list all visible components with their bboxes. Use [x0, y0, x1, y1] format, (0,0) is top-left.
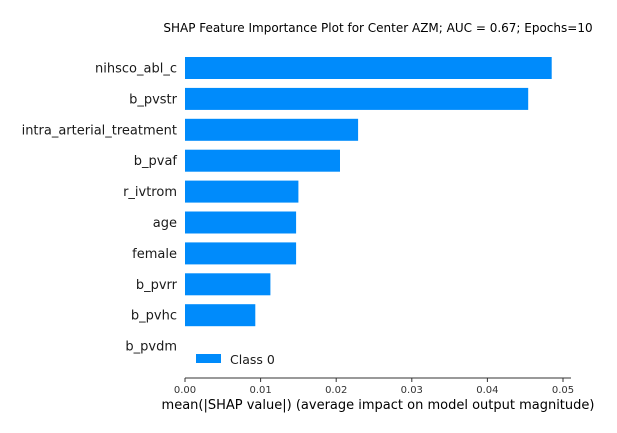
x-axis-label: mean(|SHAP value|) (average impact on mo…: [162, 398, 595, 413]
category-label: intra_arterial_treatment: [22, 123, 177, 138]
category-labels: nihsco_abl_c b_pvstr intra_arterial_treatm…: [22, 62, 178, 355]
category-label: nihsco_abl_c: [95, 62, 177, 77]
category-label: age: [153, 216, 177, 231]
chart-title: SHAP Feature Importance Plot for Center …: [163, 21, 592, 35]
x-tick-label: 0.02: [325, 385, 347, 396]
bar-b-pvaf: [185, 149, 340, 172]
x-tick-label: 0.04: [476, 385, 498, 396]
legend: Class 0: [196, 352, 275, 367]
bar-age: [185, 211, 297, 234]
category-label: b_pvstr: [129, 92, 178, 107]
x-tick-label: 0.01: [249, 385, 271, 396]
legend-swatch: [196, 354, 221, 363]
bar-b-pvrr: [185, 273, 271, 296]
x-tick-label: 0.05: [552, 385, 574, 396]
bar-female: [185, 242, 297, 265]
legend-label: Class 0: [230, 352, 275, 367]
category-label: b_pvdm: [125, 340, 177, 355]
category-label: female: [132, 247, 177, 262]
bar-intra-arterial-treatment: [185, 118, 359, 141]
x-tick-label: 0.03: [401, 385, 423, 396]
x-tick-label: 0.00: [174, 385, 196, 396]
x-axis-ticks: 0.00 0.01 0.02 0.03 0.04 0.05: [174, 378, 574, 396]
bar-b-pvhc: [185, 304, 256, 327]
category-label: b_pvrr: [136, 278, 178, 293]
bar-b-pvstr: [185, 87, 529, 110]
category-label: b_pvhc: [131, 309, 177, 324]
bar-r-ivtrom: [185, 180, 299, 203]
category-label: r_ivtrom: [123, 185, 177, 200]
bar-nihsco-abl-c: [185, 57, 552, 79]
category-label: b_pvaf: [134, 154, 178, 169]
bars-group: [185, 57, 552, 327]
